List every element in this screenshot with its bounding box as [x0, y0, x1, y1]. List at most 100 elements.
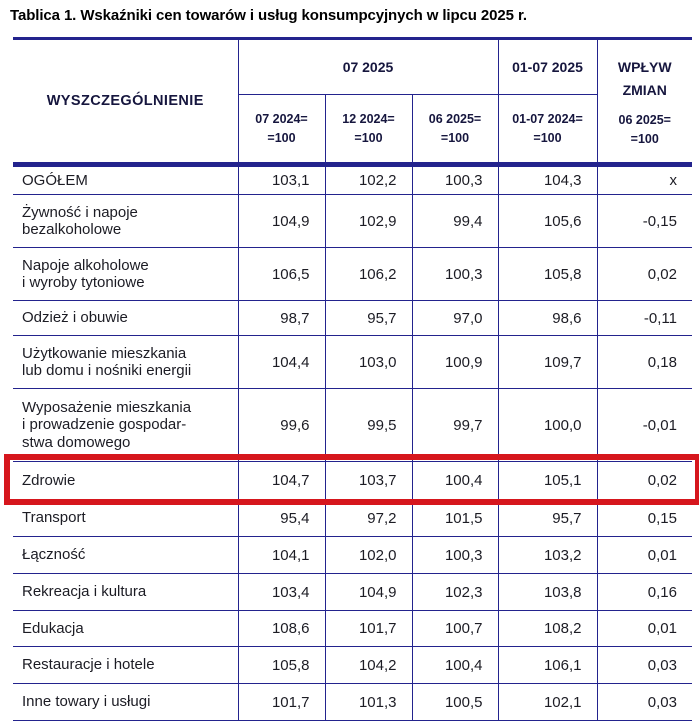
table-container: WYSZCZEGÓLNIENIE 07 2025 01-07 2025 WPŁY…	[4, 37, 699, 721]
row-value: 103,1	[237, 164, 325, 195]
row-label: Edukacja	[13, 610, 239, 647]
row-value: x	[596, 164, 692, 195]
price-index-table: WYSZCZEGÓLNIENIE 07 2025 01-07 2025 WPŁY…	[13, 37, 692, 721]
row-value: 104,7	[237, 461, 325, 500]
row-value: 101,3	[324, 683, 412, 721]
table-row: Łączność 104,1 102,0 100,3 103,2 0,01	[13, 536, 692, 574]
row-value: 101,7	[324, 610, 412, 647]
row-value: 99,4	[411, 194, 498, 248]
header-impact: WPŁYW ZMIAN 06 2025= =100	[596, 37, 692, 167]
row-value: 0,03	[596, 683, 692, 721]
row-label: Napoje alkoholowe i wyroby tytoniowe	[13, 247, 239, 301]
header-group-07-2025: 07 2025	[237, 37, 498, 95]
table-row: Użytkowanie mieszkania lub domu i nośnik…	[13, 335, 692, 389]
row-value: 103,0	[324, 335, 412, 389]
row-value: 102,2	[324, 164, 412, 195]
row-value: 105,6	[497, 194, 597, 248]
row-value: 106,2	[324, 247, 412, 301]
row-value: 100,9	[411, 335, 498, 389]
row-label: Użytkowanie mieszkania lub domu i nośnik…	[13, 335, 239, 389]
row-label: Żywność i napoje bezalkoholowe	[13, 194, 239, 248]
row-value: 0,01	[596, 610, 692, 647]
header-base-row: 07 2024= =100 12 2024= =100 06 2025= =10…	[13, 94, 692, 167]
table-row: Inne towary i usługi 101,7 101,3 100,5 102,1…	[13, 683, 692, 721]
row-value: 104,3	[497, 164, 597, 195]
row-label: Transport	[13, 499, 239, 537]
header-group-row: WYSZCZEGÓLNIENIE 07 2025 01-07 2025 WPŁY…	[13, 37, 692, 167]
table-row: Rekreacja i kultura 103,4 104,9 102,3 103,8 0…	[13, 573, 692, 611]
row-value: 105,8	[237, 646, 325, 684]
row-value: 97,2	[324, 499, 412, 537]
header-impact-label: WPŁYW ZMIAN	[617, 58, 672, 98]
row-value: 100,3	[411, 536, 498, 574]
row-value: 100,3	[411, 164, 498, 195]
row-value: 98,7	[237, 300, 325, 336]
table-header: WYSZCZEGÓLNIENIE 07 2025 01-07 2025 WPŁY…	[13, 37, 692, 167]
table-body: OGÓŁEM 103,1 102,2 100,3 104,3 x Żywność i nap…	[13, 164, 692, 721]
row-label: Rekreacja i kultura	[13, 573, 239, 611]
header-base-01-07-2024: 01-07 2024= =100	[497, 94, 597, 167]
row-value: 99,5	[324, 388, 412, 462]
row-value: 106,5	[237, 247, 325, 301]
row-value: -0,15	[596, 194, 692, 248]
table-row: Odzież i obuwie 98,7 95,7 97,0 98,6 -0,11	[13, 300, 692, 336]
row-value: 104,9	[237, 194, 325, 248]
row-value: 95,4	[237, 499, 325, 537]
row-label: Restauracje i hotele	[13, 646, 239, 684]
row-value: 95,7	[324, 300, 412, 336]
row-value: 99,6	[237, 388, 325, 462]
header-impact-base: 06 2025= =100	[618, 112, 671, 146]
header-base-12-2024: 12 2024= =100	[324, 94, 412, 167]
row-label: Zdrowie	[13, 461, 239, 500]
row-value: 0,03	[596, 646, 692, 684]
row-value: 105,8	[497, 247, 597, 301]
table-row: Transport 95,4 97,2 101,5 95,7 0,15	[13, 499, 692, 537]
table-row: Wyposażenie mieszkania i prowadzenie gos…	[13, 388, 692, 462]
row-value: 0,02	[596, 461, 692, 500]
header-group-01-07-2025: 01-07 2025	[497, 37, 597, 95]
row-value: 100,0	[497, 388, 597, 462]
row-value: 98,6	[497, 300, 597, 336]
row-value: 103,2	[497, 536, 597, 574]
row-value: 97,0	[411, 300, 498, 336]
table-row: Restauracje i hotele 105,8 104,2 100,4 106,1…	[13, 646, 692, 684]
table-title: Tablica 1. Wskaźniki cen towarów i usług…	[10, 7, 527, 24]
row-label: OGÓŁEM	[13, 164, 239, 195]
row-value: 100,4	[411, 646, 498, 684]
row-value: 95,7	[497, 499, 597, 537]
row-value: 104,4	[237, 335, 325, 389]
header-specification: WYSZCZEGÓLNIENIE	[13, 37, 239, 167]
row-value: 104,2	[324, 646, 412, 684]
header-base-06-2025: 06 2025= =100	[411, 94, 498, 167]
row-value: 102,3	[411, 573, 498, 611]
row-value: 104,1	[237, 536, 325, 574]
row-label: Odzież i obuwie	[13, 300, 239, 336]
row-value: 103,8	[497, 573, 597, 611]
row-value: 103,7	[324, 461, 412, 500]
table-row: Żywność i napoje bezalkoholowe 104,9 102,9…	[13, 194, 692, 248]
row-value: 0,18	[596, 335, 692, 389]
row-value: 104,9	[324, 573, 412, 611]
row-value: 108,2	[497, 610, 597, 647]
row-label: Inne towary i usługi	[13, 683, 239, 721]
row-value: 100,7	[411, 610, 498, 647]
row-value: 102,1	[497, 683, 597, 721]
row-value: 102,0	[324, 536, 412, 574]
row-value: 108,6	[237, 610, 325, 647]
row-value: 102,9	[324, 194, 412, 248]
row-value: 100,5	[411, 683, 498, 721]
row-label: Wyposażenie mieszkania i prowadzenie gos…	[13, 388, 239, 462]
row-value: 0,02	[596, 247, 692, 301]
row-value: 99,7	[411, 388, 498, 462]
row-value: -0,01	[596, 388, 692, 462]
table-row: Zdrowie 104,7 103,7 100,4 105,1 0,02	[13, 461, 692, 500]
row-value: 100,4	[411, 461, 498, 500]
row-value: 0,16	[596, 573, 692, 611]
row-value: -0,11	[596, 300, 692, 336]
row-value: 109,7	[497, 335, 597, 389]
header-base-07-2024: 07 2024= =100	[237, 94, 325, 167]
row-value: 101,7	[237, 683, 325, 721]
table-row: Napoje alkoholowe i wyroby tytoniowe 106,…	[13, 247, 692, 301]
table-row: OGÓŁEM 103,1 102,2 100,3 104,3 x	[13, 164, 692, 195]
row-value: 100,3	[411, 247, 498, 301]
